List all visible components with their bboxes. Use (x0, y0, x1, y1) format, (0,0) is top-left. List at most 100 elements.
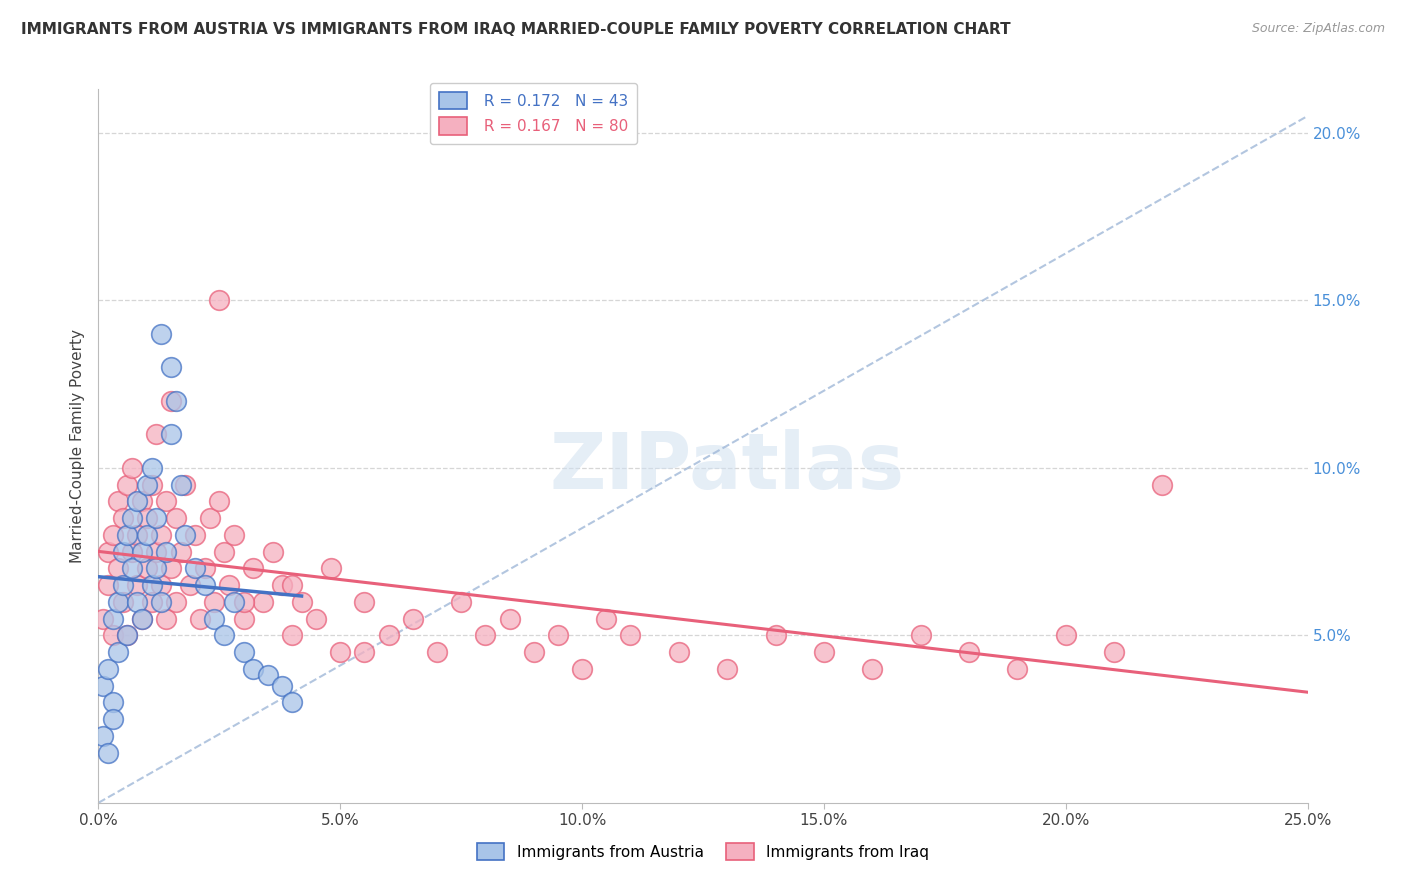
Point (155, 544, 177, 558)
Point (127, 595, 149, 609)
Point (121, 544, 143, 558)
Point (377, 628, 399, 642)
Point (155, 494, 177, 508)
Point (107, 561, 129, 575)
Point (256, 668, 278, 682)
Point (91, 679, 114, 693)
Point (204, 611, 226, 625)
Point (547, 628, 569, 642)
Point (194, 578, 217, 592)
Point (860, 662, 883, 676)
Point (198, 511, 221, 525)
Point (101, 611, 124, 625)
Point (101, 628, 124, 642)
Point (619, 628, 641, 642)
Point (131, 494, 153, 508)
Point (474, 628, 496, 642)
Point (957, 645, 980, 659)
Point (208, 494, 231, 508)
Point (160, 427, 183, 442)
Point (204, 595, 226, 609)
Point (716, 662, 738, 676)
Point (145, 561, 167, 575)
Point (141, 595, 163, 609)
Point (111, 595, 134, 609)
Point (402, 611, 425, 625)
Point (281, 628, 304, 642)
Point (222, 595, 245, 609)
Point (222, 528, 245, 542)
Point (145, 427, 167, 442)
Point (97, 746, 120, 760)
Point (426, 645, 449, 659)
Point (1054, 628, 1077, 642)
Point (135, 511, 157, 525)
Point (107, 494, 129, 508)
Point (150, 595, 173, 609)
Point (910, 628, 932, 642)
Point (1007, 662, 1029, 676)
Legend: Immigrants from Austria, Immigrants from Iraq: Immigrants from Austria, Immigrants from… (471, 837, 935, 866)
Point (117, 477, 139, 491)
Point (305, 611, 328, 625)
Point (232, 611, 254, 625)
Point (319, 561, 342, 575)
Point (141, 578, 163, 592)
Point (232, 595, 254, 609)
Point (169, 544, 191, 558)
Point (111, 544, 134, 558)
Point (127, 494, 149, 508)
Point (668, 645, 690, 659)
Point (271, 679, 294, 693)
Point (131, 544, 153, 558)
Point (208, 293, 231, 308)
Point (498, 611, 520, 625)
Point (353, 595, 375, 609)
Point (101, 695, 124, 709)
Point (91, 729, 114, 743)
Point (141, 477, 163, 491)
Point (184, 528, 207, 542)
Point (155, 611, 177, 625)
Point (1102, 645, 1125, 659)
Point (262, 544, 284, 558)
Point (165, 393, 187, 408)
Point (160, 393, 183, 408)
Point (97, 578, 120, 592)
Point (813, 645, 835, 659)
Point (329, 645, 352, 659)
Point (127, 528, 149, 542)
Point (91, 611, 114, 625)
Point (160, 561, 183, 575)
Point (242, 561, 264, 575)
Point (290, 595, 312, 609)
Point (111, 511, 134, 525)
Point (174, 528, 197, 542)
Point (218, 578, 240, 592)
Point (1152, 477, 1174, 491)
Point (111, 578, 134, 592)
Point (141, 460, 163, 475)
Point (135, 528, 157, 542)
Point (232, 645, 254, 659)
Point (165, 595, 187, 609)
Point (765, 628, 787, 642)
Point (117, 628, 139, 642)
Point (179, 578, 201, 592)
Point (127, 578, 149, 592)
Point (97, 662, 120, 676)
Point (121, 561, 143, 575)
Point (242, 662, 264, 676)
Point (135, 561, 157, 575)
Point (117, 528, 139, 542)
Point (353, 645, 375, 659)
Point (97, 544, 120, 558)
Point (160, 360, 183, 375)
Point (117, 628, 139, 642)
Point (150, 528, 173, 542)
Point (281, 578, 304, 592)
Point (271, 578, 294, 592)
Point (212, 544, 235, 558)
Point (131, 611, 153, 625)
Text: IMMIGRANTS FROM AUSTRIA VS IMMIGRANTS FROM IRAQ MARRIED-COUPLE FAMILY POVERTY CO: IMMIGRANTS FROM AUSTRIA VS IMMIGRANTS FR… (21, 22, 1011, 37)
